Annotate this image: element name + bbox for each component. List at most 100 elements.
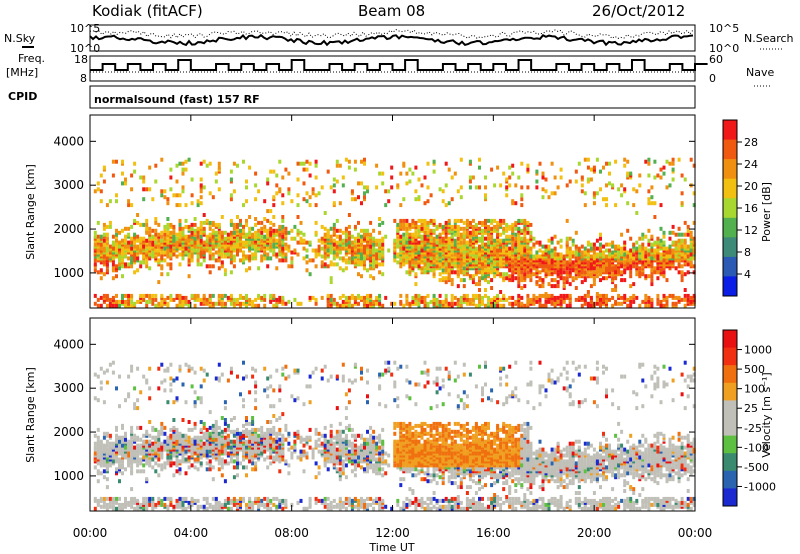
- heatmap-cell: [632, 299, 636, 304]
- heatmap-cell: [145, 299, 149, 304]
- heatmap-cell: [665, 278, 669, 283]
- heatmap-cell: [523, 284, 527, 289]
- heatmap-cell: [514, 232, 518, 237]
- heatmap-cell: [199, 250, 203, 255]
- heatmap-cell: [647, 189, 651, 194]
- heatmap-cell: [399, 299, 403, 304]
- heatmap-cell: [426, 301, 430, 306]
- heatmap-cell: [172, 473, 176, 478]
- heatmap-cell: [384, 203, 388, 208]
- heatmap-cell: [242, 496, 245, 501]
- heatmap-cell: [166, 496, 170, 501]
- heatmap-cell: [190, 230, 194, 235]
- heatmap-cell: [692, 236, 696, 241]
- heatmap-cell: [605, 293, 608, 298]
- heatmap-cell: [562, 284, 566, 289]
- heatmap-cell: [254, 303, 258, 308]
- heatmap-cell: [166, 217, 170, 221]
- heatmap-cell: [378, 222, 382, 227]
- heatmap-cell: [662, 246, 666, 251]
- heatmap-cell: [281, 228, 285, 233]
- heatmap-cell: [363, 161, 366, 166]
- heatmap-cell: [99, 189, 103, 194]
- heatmap-cell: [232, 429, 236, 434]
- heatmap-cell: [139, 264, 143, 269]
- heatmap-cell: [296, 301, 300, 306]
- heatmap-cell: [148, 230, 152, 235]
- heatmap-cell: [405, 218, 409, 223]
- heatmap-cell: [111, 240, 115, 245]
- heatmap-cell: [502, 272, 506, 277]
- heatmap-cell: [556, 185, 560, 190]
- heatmap-cell: [108, 504, 112, 509]
- heatmap-cell: [363, 232, 366, 237]
- heatmap-cell: [429, 218, 433, 223]
- heatmap-cell: [121, 293, 124, 298]
- heatmap-cell: [674, 232, 678, 237]
- heatmap-cell: [677, 157, 681, 162]
- heatmap-cell: [272, 303, 276, 308]
- heatmap-cell: [154, 469, 158, 474]
- heatmap-cell: [408, 232, 412, 237]
- heatmap-cell: [665, 246, 669, 251]
- heatmap-cell: [236, 457, 239, 462]
- heatmap-cell: [329, 276, 333, 281]
- heatmap-cell: [121, 159, 124, 164]
- heatmap-cell: [372, 236, 376, 241]
- heatmap-cell: [157, 258, 161, 263]
- heatmap-cell: [535, 240, 539, 245]
- heatmap-cell: [623, 268, 627, 273]
- heatmap-cell: [668, 248, 672, 253]
- heatmap-cell: [592, 242, 596, 247]
- heatmap-cell: [281, 258, 285, 263]
- heatmap-cell: [296, 161, 300, 166]
- heatmap-cell: [308, 295, 312, 300]
- heatmap-cell: [556, 295, 560, 300]
- heatmap-cell: [547, 272, 551, 277]
- heatmap-cell: [692, 270, 696, 275]
- heatmap-cell: [266, 246, 270, 251]
- heatmap-cell: [157, 473, 161, 478]
- heatmap-cell: [248, 421, 252, 426]
- heatmap-cell: [329, 238, 333, 243]
- heatmap-cell: [468, 301, 472, 306]
- heatmap-cell: [478, 288, 481, 292]
- heatmap-cell: [232, 297, 236, 302]
- heatmap-cell: [181, 167, 185, 172]
- heatmap-cell: [574, 250, 578, 255]
- heatmap-cell: [505, 222, 509, 227]
- heatmap-cell: [384, 234, 388, 239]
- heatmap-cell: [441, 268, 445, 273]
- heatmap-cell: [133, 496, 137, 501]
- heatmap-cell: [520, 270, 524, 275]
- heatmap-cell: [357, 181, 360, 186]
- heatmap-cell: [444, 234, 448, 239]
- heatmap-cell: [96, 398, 100, 403]
- heatmap-cell: [680, 201, 684, 206]
- heatmap-cell: [184, 362, 188, 367]
- heatmap-cell: [680, 173, 684, 178]
- heatmap-cell: [420, 234, 424, 239]
- heatmap-cell: [323, 211, 327, 215]
- heatmap-cell: [478, 276, 481, 281]
- heatmap-cell: [608, 242, 611, 247]
- heatmap-cell: [284, 258, 288, 263]
- heatmap-cell: [338, 303, 342, 308]
- heatmap-cell: [105, 496, 109, 501]
- heatmap-cell: [547, 238, 551, 243]
- heatmap-cell: [583, 293, 587, 298]
- heatmap-cell: [608, 171, 611, 176]
- heatmap-cell: [611, 303, 615, 308]
- heatmap-cell: [493, 238, 497, 243]
- heatmap-cell: [508, 234, 512, 239]
- heatmap-cell: [459, 232, 463, 237]
- heatmap-cell: [111, 303, 115, 308]
- heatmap-cell: [275, 191, 279, 196]
- heatmap-cell: [160, 431, 164, 436]
- heatmap-cell: [136, 220, 140, 225]
- heatmap-cell: [653, 201, 657, 206]
- heatmap-cell: [229, 246, 233, 251]
- heatmap-cell: [529, 246, 533, 251]
- heatmap-cell: [375, 163, 379, 168]
